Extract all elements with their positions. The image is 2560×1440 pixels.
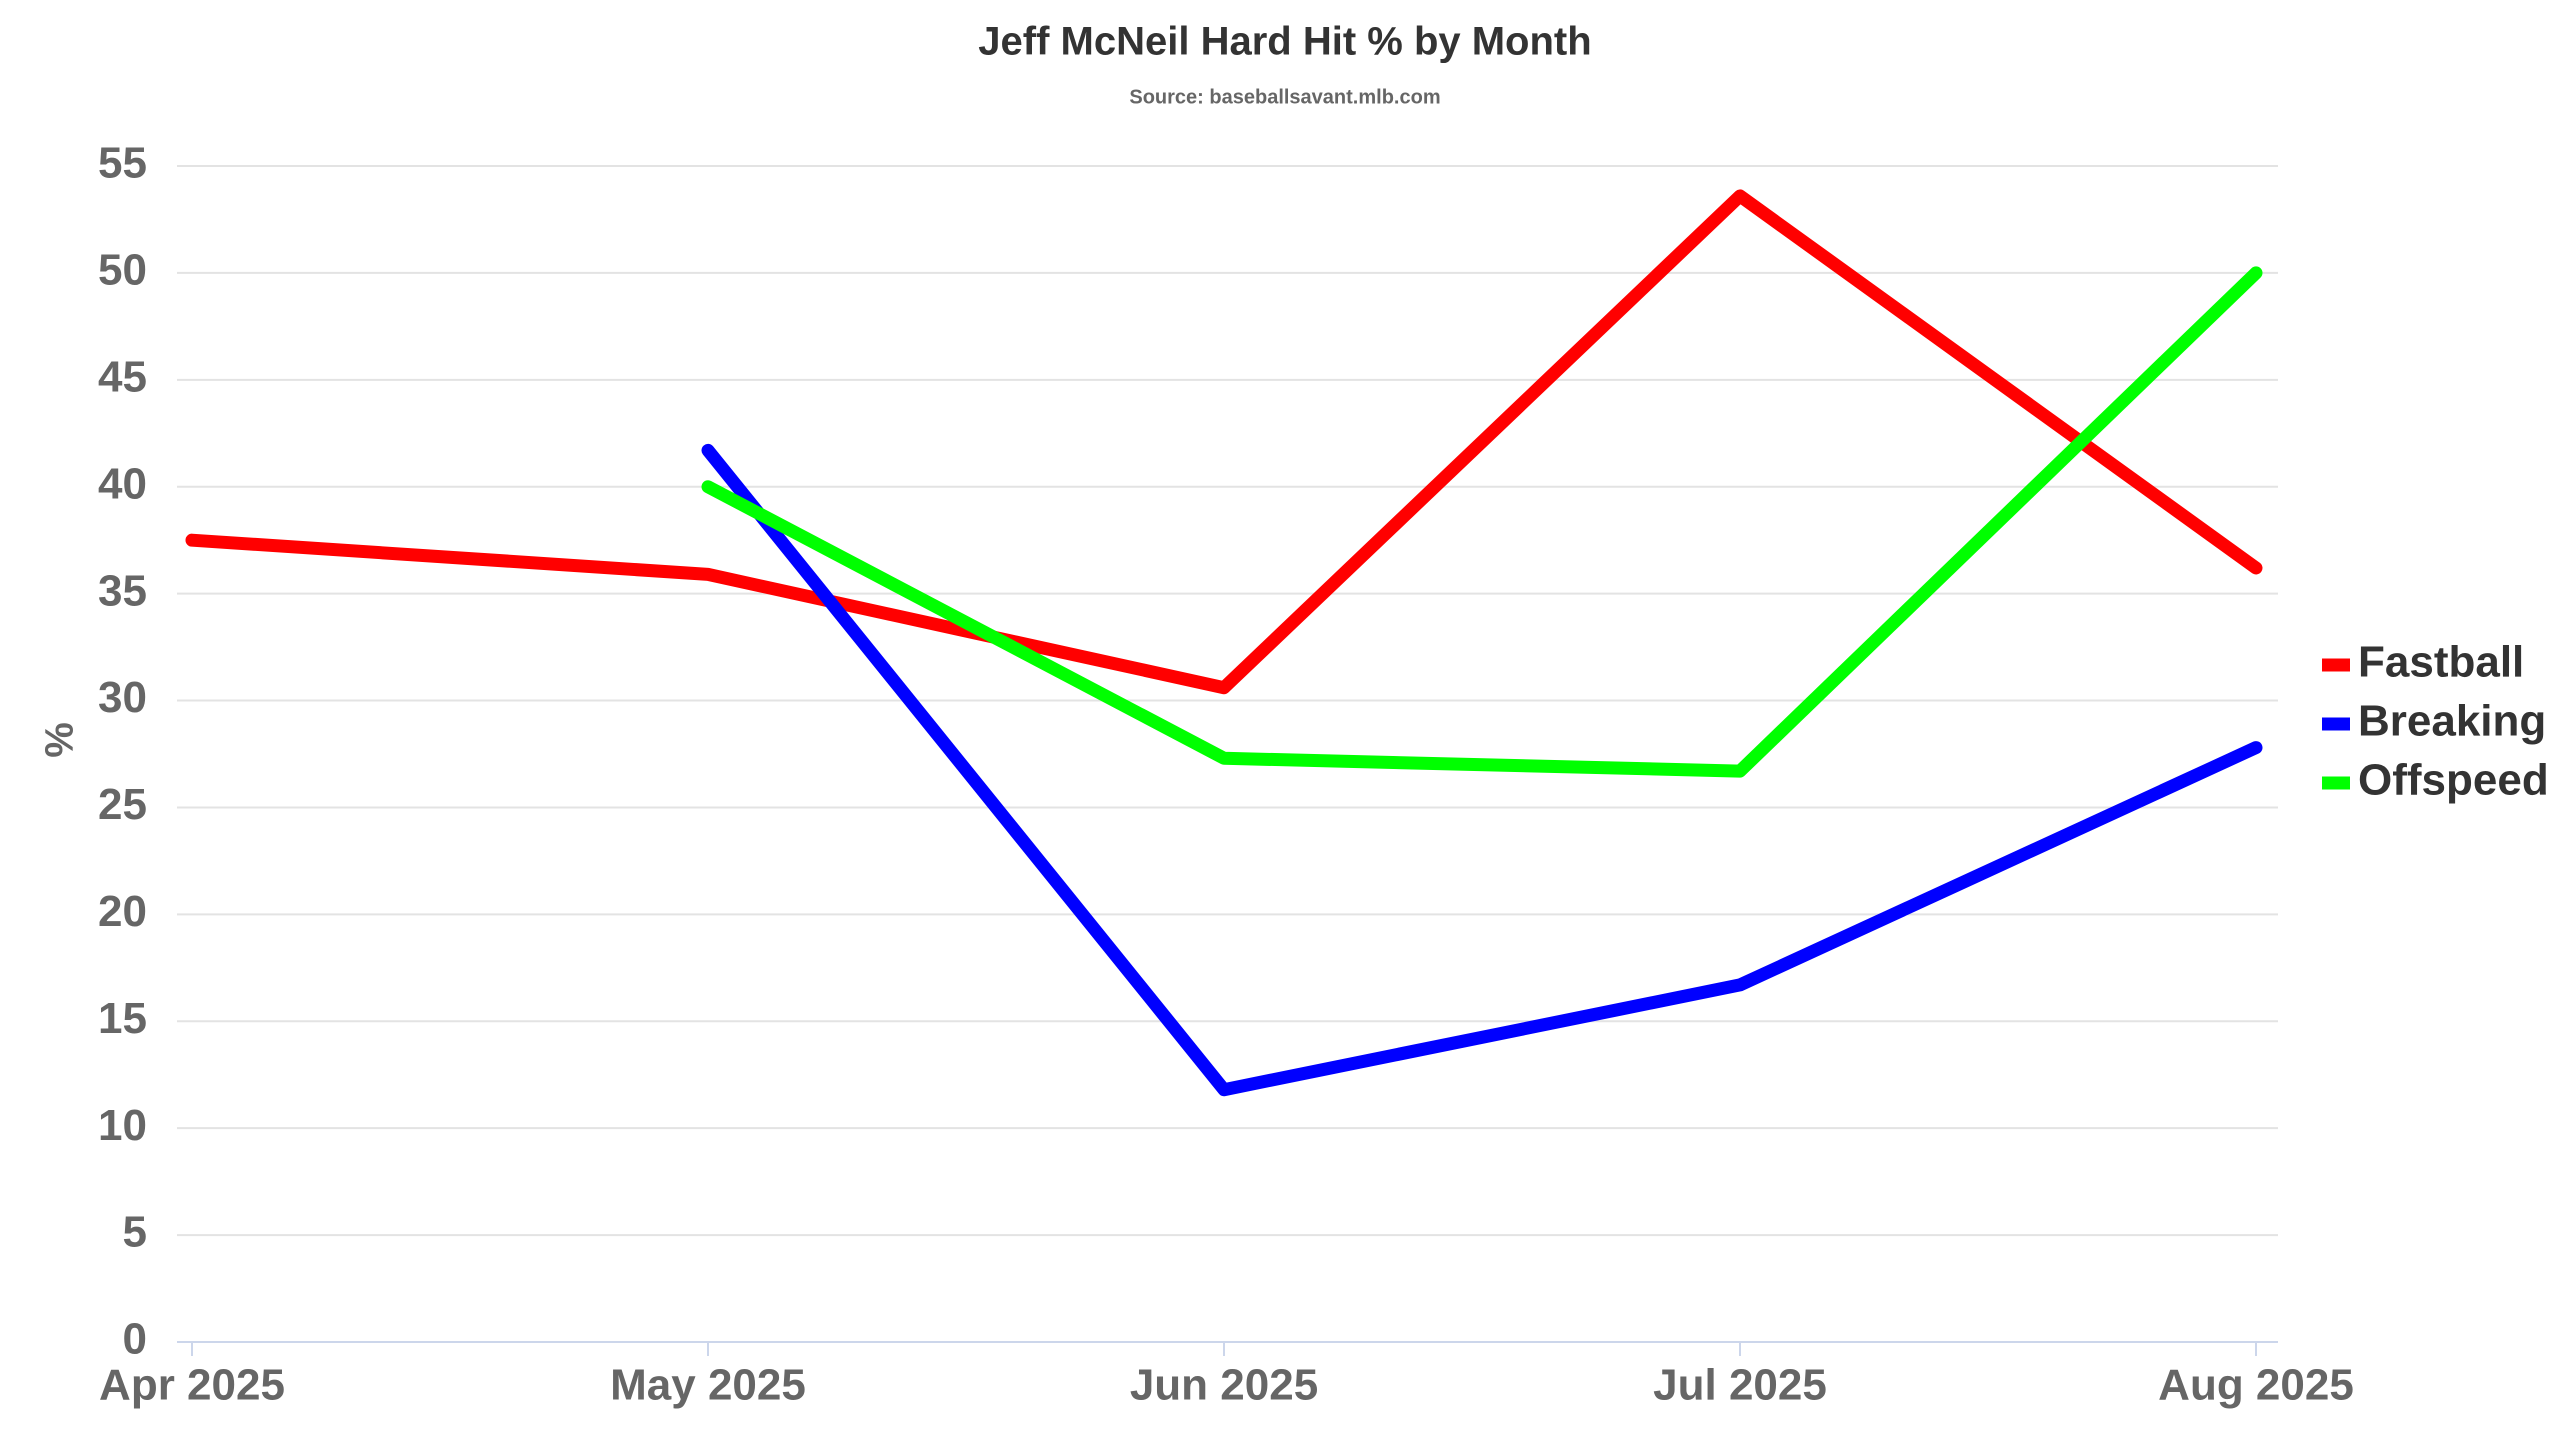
series-line	[701, 443, 2263, 1097]
y-tick-label: 30	[98, 673, 147, 722]
y-tick-label: 45	[98, 352, 147, 401]
y-tick-label: 35	[98, 566, 147, 615]
y-tick-label: 20	[98, 887, 147, 936]
y-tick-label: 15	[98, 994, 147, 1043]
y-tick-label: 0	[123, 1315, 147, 1364]
y-tick-label: 25	[98, 780, 147, 829]
x-tick-label: Jul 2025	[1653, 1361, 1827, 1410]
y-tick-label: 50	[98, 246, 147, 295]
x-tick-label: Jun 2025	[1130, 1361, 1318, 1410]
x-tick-label: Aug 2025	[2158, 1361, 2354, 1410]
x-tick-label: Apr 2025	[99, 1361, 285, 1410]
series-line	[185, 189, 2263, 695]
legend-label: Fastball	[2358, 638, 2524, 687]
y-tick-label: 40	[98, 459, 147, 508]
series-line	[701, 266, 2263, 778]
x-tick-label: May 2025	[610, 1361, 806, 1410]
y-tick-label: 55	[98, 139, 147, 188]
y-tick-label: 10	[98, 1101, 147, 1150]
chart-subtitle: Source: baseballsavant.mlb.com	[1129, 86, 1440, 108]
y-tick-label: 5	[123, 1208, 147, 1257]
legend-label: Breaking	[2358, 697, 2546, 746]
chart-title: Jeff McNeil Hard Hit % by Month	[978, 20, 1591, 64]
legend-label: Offspeed	[2358, 756, 2549, 805]
y-axis-label: %	[38, 722, 82, 758]
